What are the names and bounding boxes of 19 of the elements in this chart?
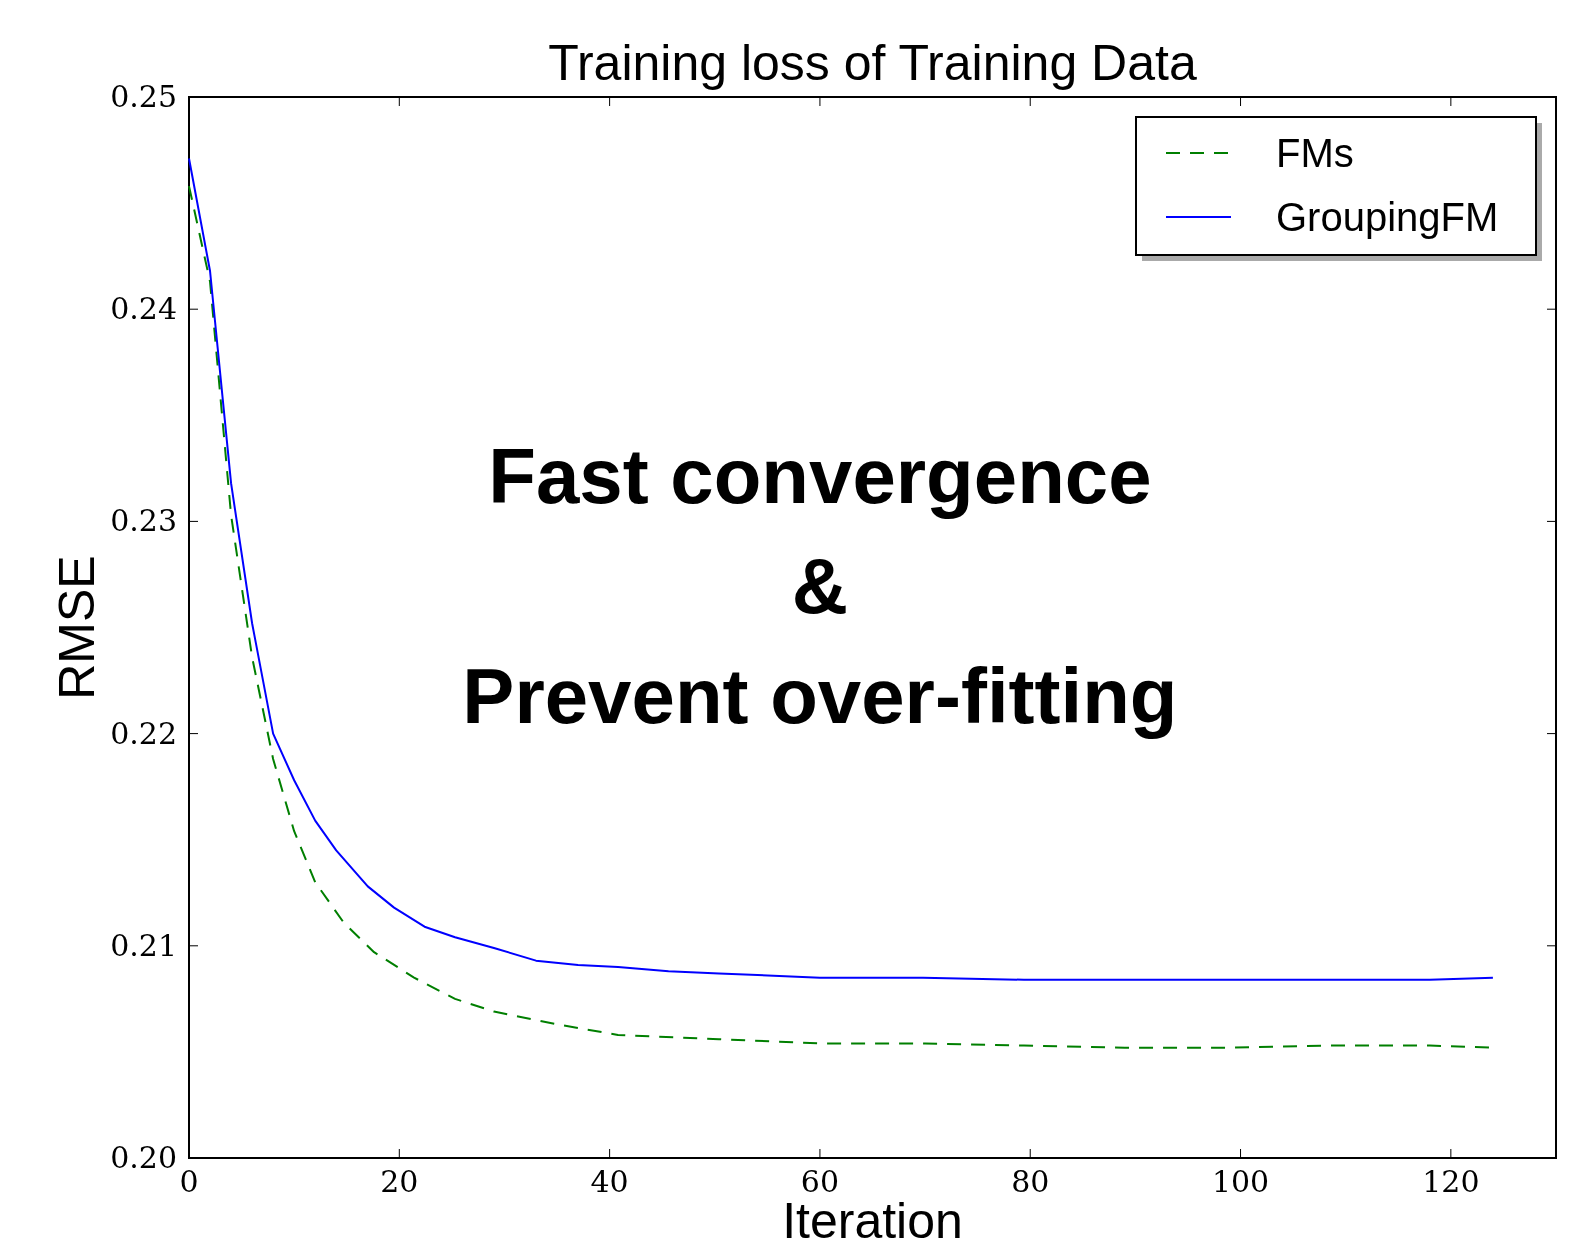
x-tick-label: 40 bbox=[590, 1164, 629, 1199]
x-tick-label: 0 bbox=[179, 1164, 199, 1199]
x-tick-label: 20 bbox=[380, 1164, 419, 1199]
legend-label: FMs bbox=[1276, 131, 1354, 175]
x-tick-label: 100 bbox=[1211, 1164, 1270, 1199]
y-tick-label: 0.25 bbox=[110, 79, 177, 114]
y-tick-label: 0.24 bbox=[110, 291, 177, 327]
y-axis-title: RMSE bbox=[49, 555, 105, 700]
x-tick-label: 80 bbox=[1011, 1164, 1050, 1199]
y-tick-label: 0.21 bbox=[110, 927, 177, 963]
y-tick-label: 0.23 bbox=[110, 503, 177, 539]
annotation: Prevent over-fitting bbox=[462, 652, 1178, 740]
y-tick-label: 0.20 bbox=[110, 1140, 177, 1175]
legend-label: GroupingFM bbox=[1276, 195, 1499, 239]
chart-title: Training loss of Training Data bbox=[548, 35, 1197, 91]
x-tick-label: 120 bbox=[1422, 1164, 1480, 1199]
y-tick-label: 0.22 bbox=[110, 715, 177, 751]
annotation: & bbox=[791, 542, 849, 630]
annotation: Fast convergence bbox=[488, 432, 1152, 520]
